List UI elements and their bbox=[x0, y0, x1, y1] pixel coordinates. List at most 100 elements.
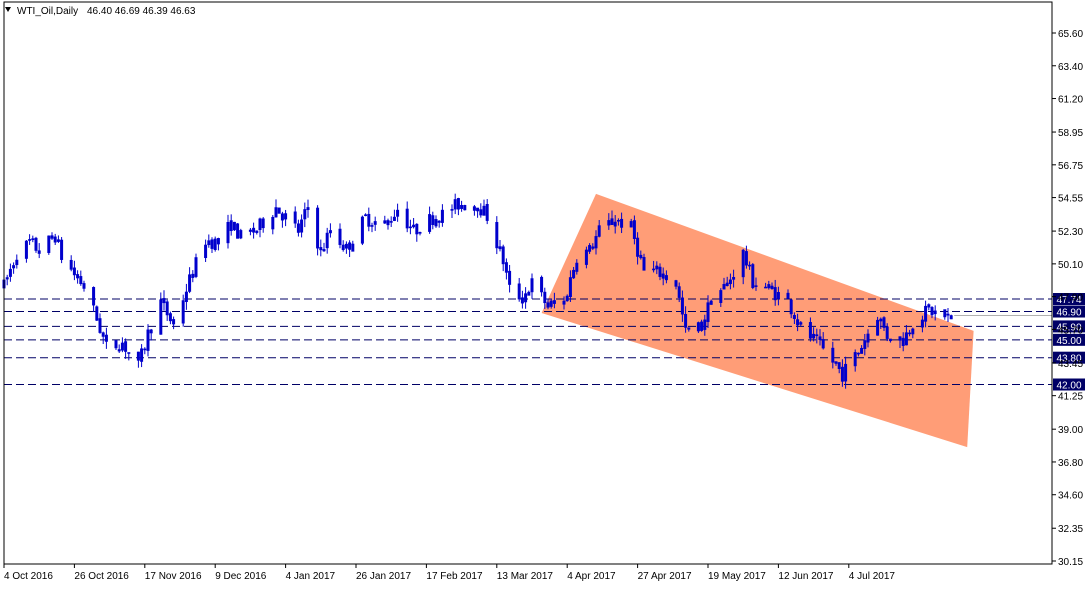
level-label-3: 45.00 bbox=[1056, 336, 1081, 347]
candle-body bbox=[629, 221, 633, 228]
trend-channel[interactable] bbox=[541, 193, 974, 448]
candle-201 bbox=[901, 332, 905, 352]
candle-12 bbox=[53, 233, 57, 246]
candle-body bbox=[47, 235, 51, 253]
candle-22 bbox=[98, 313, 102, 334]
candle-body bbox=[31, 238, 35, 240]
candle-33 bbox=[146, 324, 150, 357]
candle-152 bbox=[680, 290, 684, 322]
level-label-2: 45.90 bbox=[1056, 322, 1081, 333]
candle-body bbox=[584, 249, 588, 265]
candle-143 bbox=[639, 250, 643, 260]
candle-body bbox=[325, 232, 329, 249]
candle-132 bbox=[591, 243, 595, 251]
y-tick-label-0: 65.60 bbox=[1058, 29, 1083, 40]
candle-body bbox=[927, 304, 931, 308]
candle-body bbox=[904, 332, 908, 346]
candle-140 bbox=[629, 218, 633, 228]
candle-91 bbox=[408, 219, 412, 235]
candle-7 bbox=[31, 235, 35, 243]
candle-body bbox=[821, 339, 825, 349]
y-tick-label-10: 43.45 bbox=[1058, 359, 1083, 370]
candle-body bbox=[754, 285, 758, 287]
candle-body bbox=[440, 209, 444, 223]
candle-121 bbox=[543, 287, 547, 309]
triangle-down-icon[interactable] bbox=[5, 7, 11, 12]
candle-body bbox=[632, 220, 636, 239]
candle-87 bbox=[389, 216, 393, 227]
levels-layer: 47.74 46.90 45.90 45.00 43.80 42.00 bbox=[4, 293, 1085, 392]
candle-189 bbox=[844, 356, 848, 389]
candle-40 bbox=[181, 294, 185, 327]
candle-209 bbox=[933, 305, 937, 321]
candle-164 bbox=[732, 269, 736, 288]
candle-body bbox=[252, 227, 256, 233]
candle-171 bbox=[767, 280, 771, 290]
candle-61 bbox=[274, 199, 278, 218]
x-tick-label-6: 17 Feb 2017 bbox=[426, 571, 483, 582]
candle-103 bbox=[460, 200, 464, 212]
candle-27 bbox=[120, 337, 124, 353]
candle-body bbox=[207, 240, 211, 246]
candle-body bbox=[191, 273, 195, 278]
candle-39 bbox=[172, 316, 176, 330]
candle-body bbox=[594, 236, 598, 249]
candle-94 bbox=[418, 231, 422, 236]
candle-body bbox=[562, 300, 566, 305]
candle-body bbox=[280, 213, 284, 221]
candle-99 bbox=[440, 204, 444, 227]
candle-18 bbox=[79, 270, 83, 286]
candle-body bbox=[831, 347, 835, 363]
candle-body bbox=[949, 315, 953, 320]
candle-body bbox=[239, 230, 243, 239]
candle-45 bbox=[204, 239, 208, 262]
candle-63 bbox=[280, 211, 284, 228]
candle-54 bbox=[239, 228, 243, 240]
candle-130 bbox=[584, 246, 588, 269]
candle-body bbox=[8, 268, 12, 277]
candle-body bbox=[229, 220, 233, 232]
candle-36 bbox=[162, 290, 166, 311]
candle-body bbox=[460, 205, 464, 209]
candle-113 bbox=[504, 258, 508, 280]
candle-139 bbox=[620, 212, 624, 234]
candle-195 bbox=[876, 316, 880, 336]
candle-body bbox=[876, 319, 880, 336]
candle-body bbox=[853, 352, 857, 367]
candle-body bbox=[104, 334, 108, 342]
candle-49 bbox=[216, 237, 220, 251]
candle-body bbox=[453, 199, 457, 210]
candle-body bbox=[322, 249, 326, 252]
candle-body bbox=[136, 351, 140, 361]
candle-body bbox=[162, 298, 166, 304]
candle-184 bbox=[821, 332, 825, 350]
candle-133 bbox=[594, 230, 598, 255]
candle-178 bbox=[796, 313, 800, 332]
candle-210 bbox=[943, 309, 947, 320]
candle-body bbox=[386, 220, 390, 226]
candle-131 bbox=[588, 243, 592, 254]
candle-2 bbox=[8, 263, 12, 282]
candle-175 bbox=[786, 289, 790, 299]
candle-body bbox=[12, 265, 16, 269]
candle-body bbox=[159, 299, 163, 335]
candle-5 bbox=[24, 240, 28, 263]
candle-134 bbox=[597, 220, 601, 238]
candle-122 bbox=[546, 298, 550, 310]
candle-body bbox=[82, 283, 86, 289]
candle-body bbox=[748, 264, 752, 267]
candle-115 bbox=[517, 277, 521, 302]
level-label-bg-2 bbox=[1053, 320, 1085, 333]
candle-body bbox=[479, 209, 483, 216]
candle-101 bbox=[453, 193, 457, 215]
candle-body bbox=[210, 239, 214, 249]
candle-body bbox=[437, 220, 441, 223]
symbol-label: WTI_Oil,Daily bbox=[17, 6, 78, 17]
candle-body bbox=[920, 319, 924, 328]
candle-165 bbox=[741, 248, 745, 285]
candle-157 bbox=[703, 314, 707, 336]
candle-25 bbox=[114, 340, 118, 350]
x-tick-label-7: 13 Mar 2017 bbox=[497, 571, 554, 582]
